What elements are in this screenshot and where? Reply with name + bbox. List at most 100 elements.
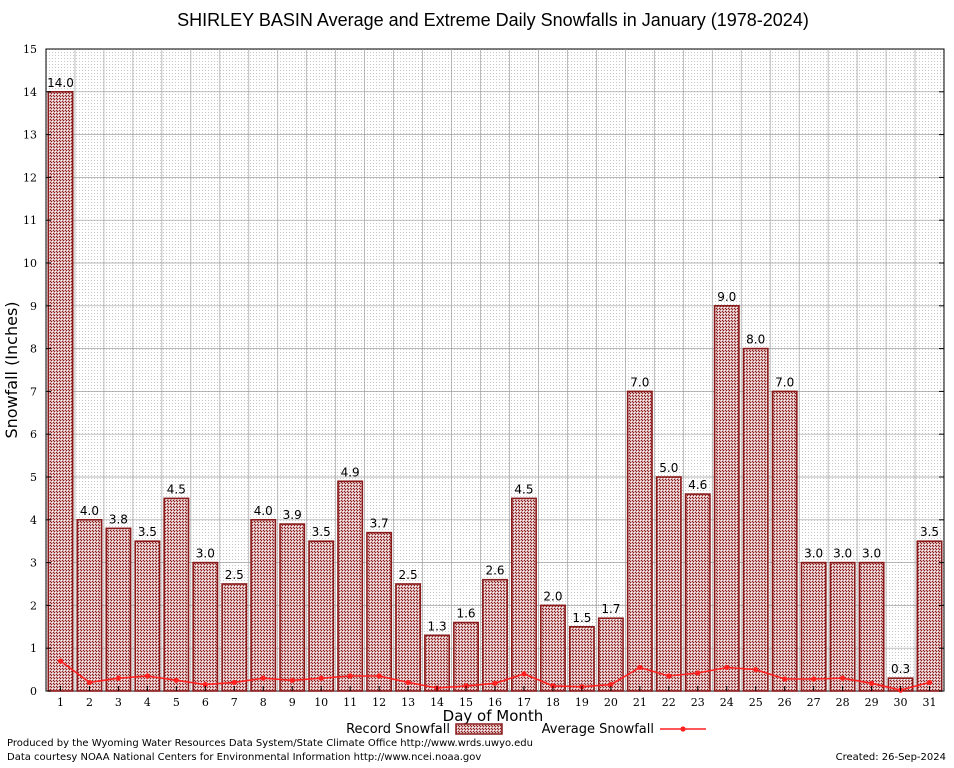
- y-tick-label: 5: [30, 471, 37, 484]
- y-tick-label: 6: [30, 428, 37, 441]
- average-point-day-4: [144, 673, 150, 679]
- x-tick-label: 14: [430, 696, 444, 709]
- x-tick-label: 24: [720, 696, 734, 709]
- average-point-day-28: [840, 675, 846, 681]
- y-tick-label: 10: [23, 257, 37, 270]
- x-tick-label: 2: [86, 696, 93, 709]
- bar-day-4: [134, 540, 161, 692]
- x-tick-label: 19: [575, 696, 589, 709]
- x-tick-label: 7: [231, 696, 238, 709]
- y-tick-label: 0: [30, 685, 37, 698]
- bar-day-9: [279, 523, 306, 692]
- bar-day-19: [568, 625, 595, 692]
- bar-day-10: [308, 540, 335, 692]
- average-point-day-11: [347, 673, 353, 679]
- bar-label-day-29: 3.0: [862, 547, 881, 561]
- x-tick-label: 31: [923, 696, 937, 709]
- average-point-day-16: [492, 680, 498, 686]
- bar-day-13: [395, 583, 422, 692]
- bar-label-day-3: 3.8: [109, 512, 128, 526]
- bar-day-7: [221, 583, 248, 692]
- x-tick-label: 13: [401, 696, 415, 709]
- bar-day-11: [337, 480, 364, 692]
- data-courtesy: Data courtesy NOAA National Centers for …: [7, 752, 482, 763]
- bar-day-14: [424, 634, 451, 692]
- x-ticks: 1 2 3 4 5 6 7 8 9 10 11 12 13 14 15 16 17 18 19 20 21 22 23 24 2…: [57, 686, 937, 709]
- created-date: Created: 26-Sep-2024: [835, 752, 946, 763]
- bar-day-2: [76, 518, 103, 692]
- x-tick-label: 8: [260, 696, 267, 709]
- bar-label-day-6: 3.0: [196, 547, 215, 561]
- y-tick-label: 2: [30, 599, 37, 612]
- bar-label-day-18: 2.0: [543, 589, 562, 603]
- bar-day-18: [539, 604, 566, 692]
- chart-title: SHIRLEY BASIN Average and Extreme Daily …: [177, 10, 809, 30]
- y-tick-label: 15: [23, 43, 37, 56]
- x-tick-label: 6: [202, 696, 209, 709]
- x-tick-label: 11: [343, 696, 357, 709]
- x-tick-label: 15: [459, 696, 473, 709]
- bar-day-22: [655, 476, 682, 692]
- average-point-day-10: [318, 675, 324, 681]
- average-point-day-21: [637, 664, 643, 671]
- bar-label-day-12: 3.7: [370, 517, 389, 531]
- bar-label-day-5: 4.5: [167, 482, 186, 496]
- y-tick-label: 1: [30, 642, 37, 655]
- y-tick-label: 7: [30, 385, 37, 398]
- average-point-day-18: [550, 683, 556, 689]
- bar-day-3: [105, 527, 132, 692]
- x-tick-label: 1: [57, 696, 64, 709]
- bar-day-31: [916, 540, 943, 692]
- average-point-day-5: [173, 677, 179, 683]
- x-tick-label: 9: [289, 696, 296, 709]
- bar-label-day-21: 7.0: [630, 375, 649, 389]
- x-tick-label: 18: [546, 696, 560, 709]
- average-point-day-15: [463, 683, 469, 689]
- bar-label-day-17: 4.5: [514, 482, 533, 496]
- bar-day-23: [684, 493, 711, 692]
- average-point-day-17: [521, 671, 527, 677]
- legend: Record Snowfall Average Snowfall: [346, 722, 706, 737]
- bar-label-day-19: 1.5: [572, 611, 591, 625]
- legend-record-swatch: [455, 723, 503, 735]
- average-point-day-26: [782, 676, 788, 682]
- average-line-group: [57, 658, 933, 693]
- bar-label-day-9: 3.9: [283, 508, 302, 522]
- bar-day-15: [453, 621, 479, 692]
- bar-label-day-13: 2.5: [399, 568, 418, 582]
- bar-label-day-27: 3.0: [804, 547, 823, 561]
- x-tick-label: 21: [633, 696, 647, 709]
- bar-label-day-30: 0.3: [891, 662, 910, 676]
- x-tick-label: 28: [836, 696, 850, 709]
- bar-day-24: [713, 304, 740, 692]
- bar-label-day-2: 4.0: [80, 504, 99, 518]
- x-tick-label: 30: [894, 696, 908, 709]
- bar-label-day-14: 1.3: [428, 619, 447, 633]
- average-point-day-7: [231, 679, 237, 686]
- x-axis-label: Day of Month: [443, 707, 544, 725]
- y-tick-label: 8: [30, 343, 37, 356]
- producer-credit: Produced by the Wyoming Water Resources …: [7, 738, 533, 749]
- bar-label-day-25: 8.0: [746, 333, 765, 347]
- bar-day-25: [742, 347, 769, 692]
- average-point-day-23: [695, 670, 701, 676]
- average-point-day-20: [608, 681, 614, 688]
- bar-label-day-16: 2.6: [485, 564, 504, 578]
- x-tick-label: 12: [372, 696, 386, 709]
- legend-record-label: Record Snowfall: [346, 722, 450, 737]
- x-tick-label: 27: [807, 696, 821, 709]
- x-tick-label: 4: [144, 696, 151, 709]
- bar-day-29: [858, 561, 885, 692]
- x-tick-label: 5: [173, 696, 180, 709]
- average-point-day-22: [666, 673, 672, 679]
- x-tick-label: 10: [314, 696, 328, 709]
- bar-label-day-28: 3.0: [833, 547, 852, 561]
- average-point-day-2: [86, 679, 93, 686]
- bar-label-day-1: 14.0: [47, 76, 74, 90]
- average-point-day-8: [260, 675, 266, 681]
- y-tick-label: 14: [23, 86, 37, 99]
- x-tick-label: 22: [662, 696, 676, 709]
- legend-average-label: Average Snowfall: [542, 722, 654, 737]
